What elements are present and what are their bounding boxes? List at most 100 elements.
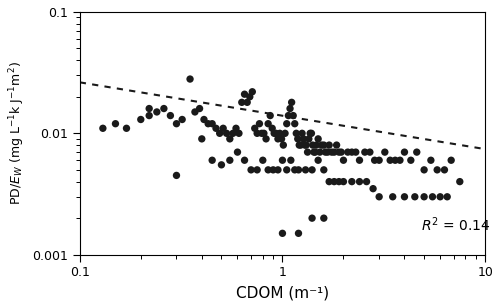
Point [352,150,360,155]
Point [407,158,415,163]
Point [375,194,383,199]
Point [268,126,276,131]
Point [219,126,227,131]
Point [204,121,212,126]
Point [248,89,256,94]
Point [314,136,322,141]
Point [198,136,206,141]
Point [287,158,295,163]
Point [436,194,444,199]
Point [269,167,277,172]
Point [278,231,286,236]
Point [344,150,352,155]
Point [306,131,314,136]
Point [381,150,389,155]
Point [308,143,316,148]
Point [396,158,404,163]
Point [250,126,258,131]
Point [284,113,292,118]
Point [295,143,303,148]
Point [172,173,180,178]
Point [99,126,107,131]
Point [356,158,364,163]
Point [332,143,340,148]
Point [289,113,297,118]
Point [310,150,318,155]
Point [172,121,180,126]
Point [137,117,145,122]
Point [240,92,248,97]
Point [294,136,302,141]
Point [200,117,208,122]
Y-axis label: PD/$E_W$ (mg L$^{-1}$k J$^{-1}$m$^{2}$): PD/$E_W$ (mg L$^{-1}$k J$^{-1}$m$^{2}$) [7,61,26,205]
Point [292,131,300,136]
Point [258,131,266,136]
Point [420,167,428,172]
Point [196,106,203,111]
Point [122,126,130,131]
Point [294,167,302,172]
Point [304,150,312,155]
Point [278,136,285,141]
Point [375,158,383,163]
Point [112,121,120,126]
Point [443,194,451,199]
Point [238,100,246,105]
Point [243,100,251,105]
Point [413,150,421,155]
Point [330,150,338,155]
Point [280,143,287,148]
Point [186,76,194,81]
Point [337,150,345,155]
Point [314,158,322,163]
Point [281,131,289,136]
Point [428,194,436,199]
Point [208,121,216,126]
Point [266,113,274,118]
Point [226,136,234,141]
Point [356,179,364,184]
Point [325,143,333,148]
Point [335,179,343,184]
Point [330,179,338,184]
Point [145,113,153,118]
Point [386,158,394,163]
Point [302,167,310,172]
Point [362,179,370,184]
Point [391,158,399,163]
Point [294,231,302,236]
Point [312,143,320,148]
Point [278,158,286,163]
Point [340,158,347,163]
Point [335,150,343,155]
Point [178,117,186,122]
Point [260,131,268,136]
Point [282,121,290,126]
Point [276,131,284,136]
Point [226,158,234,163]
Point [318,143,326,148]
Point [301,143,309,148]
Point [274,136,282,141]
Point [400,150,408,155]
Point [191,110,199,115]
Point [308,131,316,136]
X-axis label: CDOM (m⁻¹): CDOM (m⁻¹) [236,285,329,300]
Point [160,106,168,111]
Point [369,186,377,191]
Point [256,121,264,126]
Point [296,143,304,148]
Point [411,194,419,199]
Text: $R^2$ = 0.14: $R^2$ = 0.14 [420,216,490,235]
Point [433,167,441,172]
Point [298,131,306,136]
Point [282,167,290,172]
Point [218,162,226,167]
Point [232,126,240,131]
Point [288,100,296,105]
Point [240,158,248,163]
Point [259,158,267,163]
Point [272,131,280,136]
Point [153,110,161,115]
Point [322,150,330,155]
